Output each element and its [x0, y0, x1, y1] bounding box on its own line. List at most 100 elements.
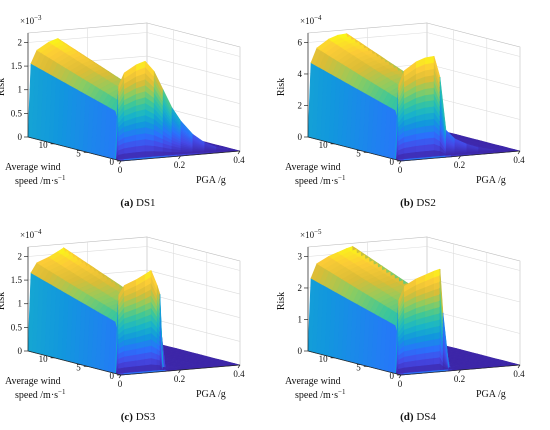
surface-face: [454, 367, 470, 369]
y-tick-label: 0: [390, 371, 395, 381]
x-tick-label: 0.2: [454, 160, 465, 170]
x-axis-label: PGA /g: [476, 389, 506, 400]
surface-face: [168, 367, 181, 369]
y-axis-label: Average wind: [285, 376, 341, 387]
z-tick-label: 6: [298, 37, 303, 47]
x-tick-label: 0.4: [233, 369, 245, 379]
y-axis-label-unit: speed /m·s−1: [295, 174, 346, 187]
axes-lines: [304, 33, 521, 165]
surface-face: [228, 148, 235, 150]
y-tick-label: 0: [110, 371, 115, 381]
axes-lines: [24, 33, 241, 165]
surface-face: [171, 151, 182, 156]
y-axis-label: Average wind: [5, 376, 61, 387]
x-axis-label: PGA /g: [196, 389, 226, 400]
y-axis-label-unit: speed /m·s−1: [15, 174, 66, 187]
z-tick-label: 0: [18, 346, 23, 356]
panel-caption: (b) DS2: [400, 197, 436, 209]
x-tick-label: 0.2: [454, 374, 465, 384]
surface-face: [433, 344, 441, 352]
y-tick-label: 10: [319, 354, 329, 364]
y-tick-label: 5: [356, 362, 361, 372]
z-exponent-label: ×10−4: [20, 228, 42, 240]
panel-caption: (a) DS1: [120, 197, 155, 209]
y-axis-label: Average wind: [285, 162, 341, 173]
z-tick-label: 2: [298, 283, 303, 293]
x-tick-label: 0.4: [513, 155, 525, 165]
x-tick-label: 0: [398, 379, 403, 389]
y-tick-label: 5: [76, 362, 81, 372]
x-tick-label: 0.2: [174, 374, 185, 384]
z-tick-label: 0: [298, 132, 303, 142]
z-axis-label: Risk: [0, 78, 7, 96]
surface-face: [424, 137, 435, 145]
axes-lines: [304, 247, 521, 379]
surface-face: [150, 364, 158, 371]
z-tick-label: 0: [298, 346, 303, 356]
panel-1: 0 0.2 0.4 0 5 10 0 0.5 1 1.5 2 ×10−3 Risk Average win…: [0, 14, 245, 209]
surface-face: [144, 150, 155, 158]
y-tick-label: 10: [39, 140, 49, 150]
surface-face: [424, 55, 435, 65]
panel-3: 0 0.2 0.4 0 5 10 0 0.5 1 1.5 2 ×10−4 Risk Average win…: [0, 228, 245, 423]
z-axis-label: Risk: [276, 78, 287, 96]
z-exponent-label: ×10−3: [20, 14, 42, 26]
surface-face: [153, 150, 164, 157]
z-tick-label: 0.5: [11, 322, 23, 332]
z-tick-label: 1: [18, 299, 23, 309]
axes-lines: [24, 247, 241, 379]
panel-caption: (c) DS3: [121, 411, 156, 423]
z-tick-label: 2: [298, 100, 303, 110]
surface-face: [424, 131, 435, 139]
z-axis-label: Risk: [0, 292, 7, 310]
y-axis-label: Average wind: [5, 162, 61, 173]
x-tick-label: 0: [118, 165, 123, 175]
risk-surface: [307, 245, 521, 376]
surface-face: [424, 143, 435, 152]
x-axis-label: PGA /g: [196, 175, 226, 186]
z-exponent-label: ×10−4: [300, 14, 322, 26]
z-tick-label: 0: [18, 132, 23, 142]
y-tick-label: 10: [39, 354, 49, 364]
x-tick-label: 0: [398, 165, 403, 175]
surface-face: [204, 363, 235, 367]
z-exponent-label: ×10−5: [300, 228, 322, 240]
surface-face: [144, 357, 152, 366]
surface-face: [424, 149, 435, 158]
surface-face: [144, 144, 155, 152]
surface-face: [433, 363, 441, 371]
z-tick-label: 2: [18, 37, 23, 47]
risk-surface: [27, 38, 241, 162]
y-tick-label: 5: [76, 148, 81, 158]
risk-surface: [27, 247, 241, 376]
x-tick-label: 0.4: [233, 155, 245, 165]
z-tick-label: 1: [18, 85, 23, 95]
surface-face: [144, 364, 152, 372]
z-tick-label: 3: [298, 251, 303, 261]
panel-caption: (d) DS4: [400, 411, 436, 423]
z-tick-label: 1: [298, 314, 303, 324]
surface-face: [433, 350, 441, 359]
x-axis-label: PGA /g: [476, 175, 506, 186]
z-tick-label: 1.5: [11, 275, 23, 285]
y-tick-label: 0: [110, 157, 115, 167]
x-tick-label: 0: [118, 379, 123, 389]
surface-face: [156, 364, 161, 371]
y-tick-label: 0: [390, 157, 395, 167]
y-tick-label: 5: [356, 148, 361, 158]
surface-face: [415, 150, 426, 159]
z-tick-label: 0.5: [11, 108, 23, 118]
x-tick-label: 0.4: [513, 369, 525, 379]
z-tick-label: 4: [298, 69, 303, 79]
panel-2: 0 0.2 0.4 0 5 10 0 2 4 6 ×10−4 Risk Average windspee…: [276, 14, 525, 209]
surface-face: [433, 356, 441, 365]
risk-surface: [307, 32, 521, 162]
z-tick-label: 2: [18, 251, 23, 261]
y-tick-label: 10: [319, 140, 329, 150]
x-tick-label: 0.2: [174, 160, 185, 170]
z-axis-label: Risk: [276, 292, 287, 310]
panel-4: 0 0.2 0.4 0 5 10 0 1 2 3 ×10−5 Risk Average windspee…: [276, 228, 525, 423]
y-axis-label-unit: speed /m·s−1: [295, 388, 346, 401]
z-tick-label: 1.5: [11, 61, 23, 71]
